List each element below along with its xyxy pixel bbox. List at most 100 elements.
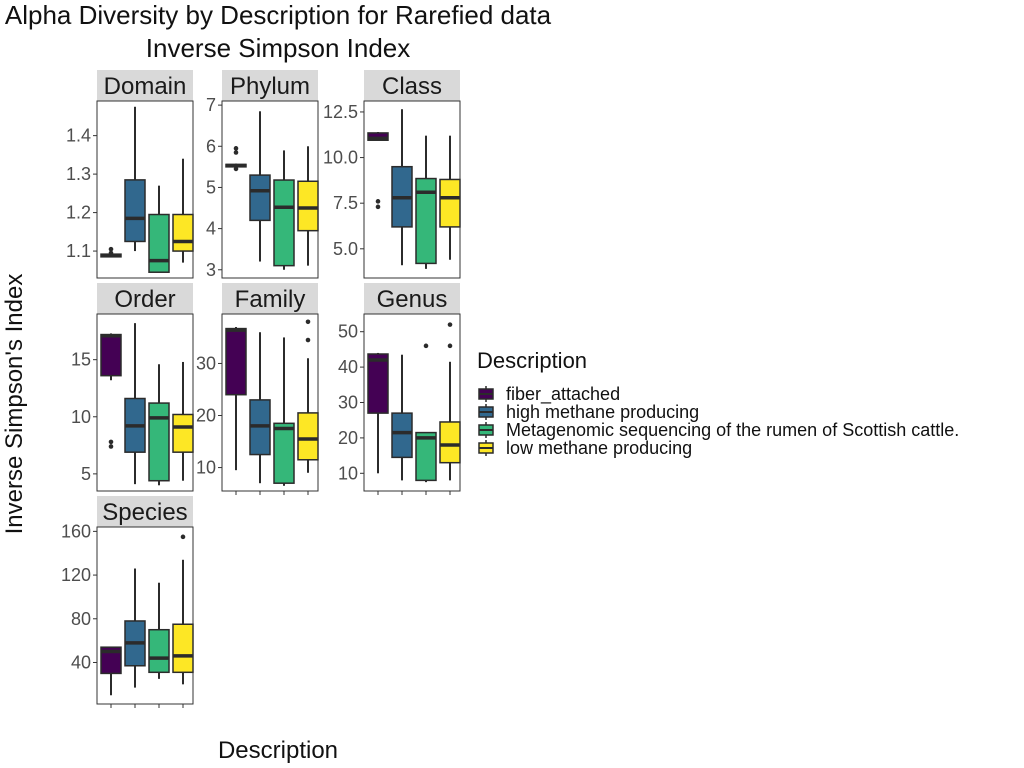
box-metagenomic: [148, 582, 170, 679]
y-tick-label: 20: [196, 406, 216, 426]
box-high: [249, 332, 271, 484]
facet-strip-label: Order: [114, 286, 175, 313]
y-tick-label: 10.0: [323, 148, 358, 168]
box-iqr: [100, 646, 122, 675]
facet-panel-family: Family 10 20 30: [196, 283, 319, 495]
box-metagenomic: [415, 135, 437, 269]
facet-strip-label: Domain: [104, 73, 187, 100]
box-metagenomic: [148, 364, 170, 486]
y-tick-label: 30: [338, 393, 358, 413]
box-fiber_attached: [367, 352, 389, 474]
box-fiber_attached: [225, 327, 247, 471]
box-iqr: [273, 179, 295, 267]
box-iqr: [172, 623, 194, 674]
box-low: [172, 158, 194, 263]
outlier-point: [447, 343, 453, 349]
y-tick-label: 10: [71, 407, 91, 427]
facet-strip: [364, 70, 460, 101]
outlier-point: [305, 319, 311, 325]
box-iqr: [391, 412, 413, 459]
panel-border: [96, 100, 194, 279]
box-iqr: [439, 178, 461, 228]
outlier-point: [233, 150, 239, 155]
box-metagenomic: [148, 185, 170, 273]
box-low: [172, 534, 194, 685]
box-iqr: [148, 402, 170, 482]
y-tick-label: 20: [338, 428, 358, 448]
outlier-point: [423, 343, 429, 349]
outlier-point: [180, 534, 186, 540]
facet-panel-order: Order 5 10 15: [71, 283, 194, 492]
chart-subtitle: Inverse Simpson Index: [146, 33, 410, 63]
y-tick-label: 4: [206, 219, 216, 239]
y-tick-label: 80: [71, 609, 91, 629]
box-iqr: [367, 132, 389, 141]
y-tick-label: 10: [338, 463, 358, 483]
box-iqr: [415, 177, 437, 265]
facet-strip-label: Phylum: [230, 73, 310, 100]
facet-panel-species: Species 40 80 120 160: [61, 496, 194, 708]
box-low: [172, 361, 194, 481]
box-high: [391, 354, 413, 481]
y-tick-label: 1.2: [66, 203, 91, 223]
facet-strip-label: Species: [102, 499, 187, 526]
y-tick-label: 40: [71, 652, 91, 672]
box-iqr: [273, 422, 295, 484]
box-low: [297, 319, 319, 473]
y-tick-label: 3: [206, 260, 216, 280]
y-tick-label: 15: [71, 350, 91, 370]
y-tick-label: 30: [196, 353, 216, 373]
box-iqr: [124, 179, 146, 243]
outlier-point: [108, 250, 114, 256]
y-tick-label: 5.0: [333, 239, 358, 259]
legend-label: low methane producing: [506, 438, 692, 458]
outlier-point: [375, 204, 381, 210]
legend-entry: high methane producing: [478, 402, 699, 422]
box-iqr: [100, 333, 122, 377]
box-fiber_attached: [367, 132, 389, 210]
box-iqr: [415, 431, 437, 482]
box-iqr: [297, 412, 319, 461]
box-fiber_attached: [100, 333, 122, 449]
facet-panel-domain: Domain 1.1 1.2 1.3 1.4: [66, 70, 194, 279]
y-tick-label: 1.1: [66, 241, 91, 261]
legend-entry: low methane producing: [478, 438, 692, 458]
y-tick-label: 160: [61, 521, 91, 541]
box-metagenomic: [273, 337, 295, 486]
panel-border: [363, 313, 461, 492]
y-tick-label: 7.5: [333, 193, 358, 213]
box-iqr: [439, 421, 461, 464]
box-iqr: [225, 327, 247, 396]
y-tick-label: 10: [196, 458, 216, 478]
box-high: [124, 106, 146, 252]
facet-strip: [222, 283, 318, 314]
legend-entry: fiber_attached: [478, 384, 620, 405]
box-high: [124, 323, 146, 485]
box-metagenomic: [273, 150, 295, 270]
box-iqr: [148, 213, 170, 273]
facet-strip: [222, 70, 318, 101]
y-tick-label: 6: [206, 136, 216, 156]
facet-strip-label: Family: [235, 286, 306, 313]
box-high: [391, 109, 413, 266]
outlier-point: [108, 444, 114, 449]
facet-strip: [97, 70, 193, 101]
box-fiber_attached: [100, 646, 122, 696]
box-iqr: [367, 353, 389, 414]
box-iqr: [249, 174, 271, 222]
legend-entry: Metagenomic sequencing of the rumen of S…: [478, 420, 959, 440]
outlier-point: [233, 146, 239, 151]
chart-title: Alpha Diversity by Description for Raref…: [5, 0, 552, 30]
box-low: [439, 322, 461, 481]
y-tick-label: 1.4: [66, 126, 91, 146]
legend-title: Description: [477, 348, 587, 373]
facet-strip: [97, 283, 193, 314]
box-fiber_attached: [225, 146, 247, 172]
y-tick-label: 7: [206, 95, 216, 115]
outlier-point: [233, 166, 239, 172]
panel-border: [221, 313, 319, 492]
box-high: [124, 568, 146, 688]
y-tick-label: 50: [338, 322, 358, 342]
panel-border: [96, 526, 194, 705]
